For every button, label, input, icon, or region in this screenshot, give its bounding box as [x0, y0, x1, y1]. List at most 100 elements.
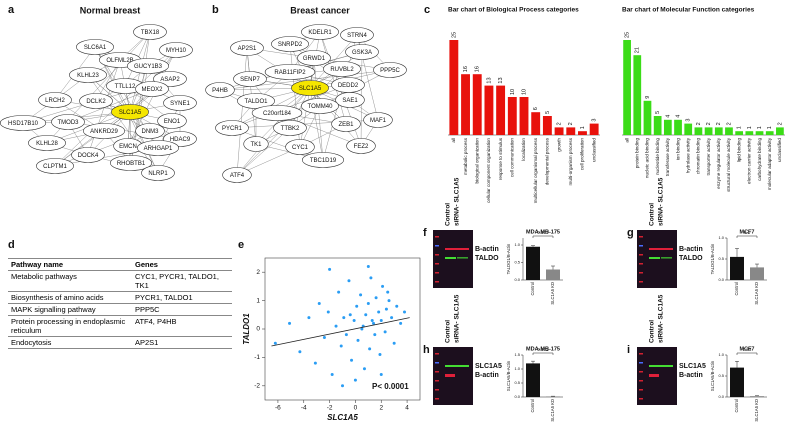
node-label: HDAC9 — [170, 137, 191, 143]
category-label: enzyme regulator activity — [716, 137, 721, 189]
scatter-point — [374, 296, 378, 300]
node-label: MYH10 — [166, 48, 187, 54]
table-cell: Biosynthesis of amino acids — [8, 291, 132, 304]
network-node — [301, 24, 339, 40]
bar — [461, 74, 470, 135]
network-edge — [54, 130, 151, 167]
node-label: ZEB1 — [338, 122, 354, 128]
ladder-band — [639, 389, 643, 391]
network-node — [133, 24, 167, 40]
network-node — [271, 36, 309, 52]
value-label: 4 — [665, 115, 671, 118]
y-tick-label: 0.0 — [718, 394, 724, 399]
ladder-band — [639, 254, 643, 256]
scatter-point — [403, 310, 406, 314]
band-label: SLC1A5 — [475, 363, 502, 370]
bar — [589, 123, 599, 135]
value-label: 13 — [498, 77, 504, 83]
node-label: TTLL12 — [115, 84, 136, 90]
ladder-band — [435, 245, 439, 247]
scatter-point — [347, 279, 351, 283]
node-label: TBX18 — [141, 30, 160, 36]
node-label: KLHL28 — [36, 141, 58, 147]
y-tick-label: 0.0 — [514, 277, 520, 282]
ladder-band — [435, 398, 439, 400]
bar — [730, 367, 744, 397]
x-tick-label: -4 — [301, 405, 307, 412]
ladder-band — [639, 272, 643, 274]
bar — [663, 119, 672, 135]
x-tick-label: 0 — [354, 405, 358, 412]
scatter-point — [370, 318, 374, 322]
panel-letter: a — [8, 4, 15, 16]
protein-band — [445, 374, 455, 377]
category-label: nucleic acid binding — [645, 138, 650, 179]
ladder-band — [435, 236, 439, 238]
node-label: MAF1 — [370, 118, 387, 124]
scatter-point — [366, 301, 370, 305]
network-node — [335, 92, 365, 108]
network-node — [28, 135, 66, 151]
scatter-point — [392, 341, 396, 345]
band-label: SLC1A5 — [679, 363, 706, 370]
panel-letter: d — [8, 239, 15, 251]
value-label: 6 — [533, 107, 539, 110]
category-label: growth — [556, 138, 561, 152]
network-node — [285, 139, 315, 155]
node-label: HSD17B10 — [8, 121, 39, 127]
scatter-point — [328, 267, 332, 271]
value-label: 2 — [557, 122, 563, 125]
node-label: RUVBL2 — [330, 67, 354, 73]
y-tick-label: 2 — [256, 269, 260, 276]
network-edge — [129, 111, 132, 164]
table-row: Endocytosis AP2S1 — [8, 336, 232, 349]
y-tick-label: 0.5 — [718, 373, 724, 378]
network-edge — [87, 74, 159, 174]
scatter-point — [344, 333, 348, 337]
value-label: 1 — [767, 126, 773, 129]
node-label: DCLK2 — [86, 99, 106, 105]
scatter-point — [350, 358, 354, 362]
x-tick-label: 4 — [405, 405, 409, 412]
panel-letter: e — [238, 239, 244, 251]
category-label: SLC1A5 KD — [754, 282, 759, 305]
table-cell: Endocytosis — [8, 336, 132, 349]
ladder-band — [435, 281, 439, 283]
value-label: 16 — [475, 66, 481, 72]
bar — [694, 127, 703, 135]
band-label: B-actin — [475, 246, 499, 253]
value-label: 2 — [696, 122, 702, 125]
y-tick-label: 1.0 — [514, 242, 520, 247]
network-node — [135, 123, 165, 139]
scatter-point — [387, 299, 391, 303]
table-cell: CYC1, PYCR1, TALDO1, TK1 — [132, 270, 232, 292]
node-label: NLRP1 — [148, 171, 168, 177]
network-edge — [299, 87, 311, 148]
scatter-point — [390, 316, 394, 320]
ladder-band — [435, 389, 439, 391]
protein-band — [649, 248, 673, 250]
panel-letter: f — [423, 227, 427, 239]
network-node — [373, 62, 407, 78]
node-label: TBC1D19 — [310, 158, 337, 164]
value-label: 2 — [716, 122, 722, 125]
panel-letter: g — [627, 227, 634, 239]
plot-frame — [264, 257, 421, 401]
value-label: 25 — [451, 32, 457, 38]
scatter-point — [313, 361, 317, 365]
value-label: 2 — [706, 122, 712, 125]
table-header: Genes — [132, 258, 232, 271]
lane-label: siRNA- SLC1A5 — [454, 294, 461, 343]
value-label: 2 — [726, 122, 732, 125]
y-axis-label: SLC1A5/B-Actin — [506, 360, 511, 391]
lane-label: Control — [649, 203, 656, 226]
category-label: Control — [734, 282, 739, 296]
ladder-band — [639, 380, 643, 382]
scatter-point — [366, 265, 370, 269]
scatter-point — [379, 318, 383, 322]
ladder-band — [639, 353, 643, 355]
network-edge — [236, 87, 311, 176]
category-label: all — [624, 138, 629, 143]
category-label: SLC1A5 KD — [550, 399, 555, 422]
bar — [750, 267, 764, 280]
